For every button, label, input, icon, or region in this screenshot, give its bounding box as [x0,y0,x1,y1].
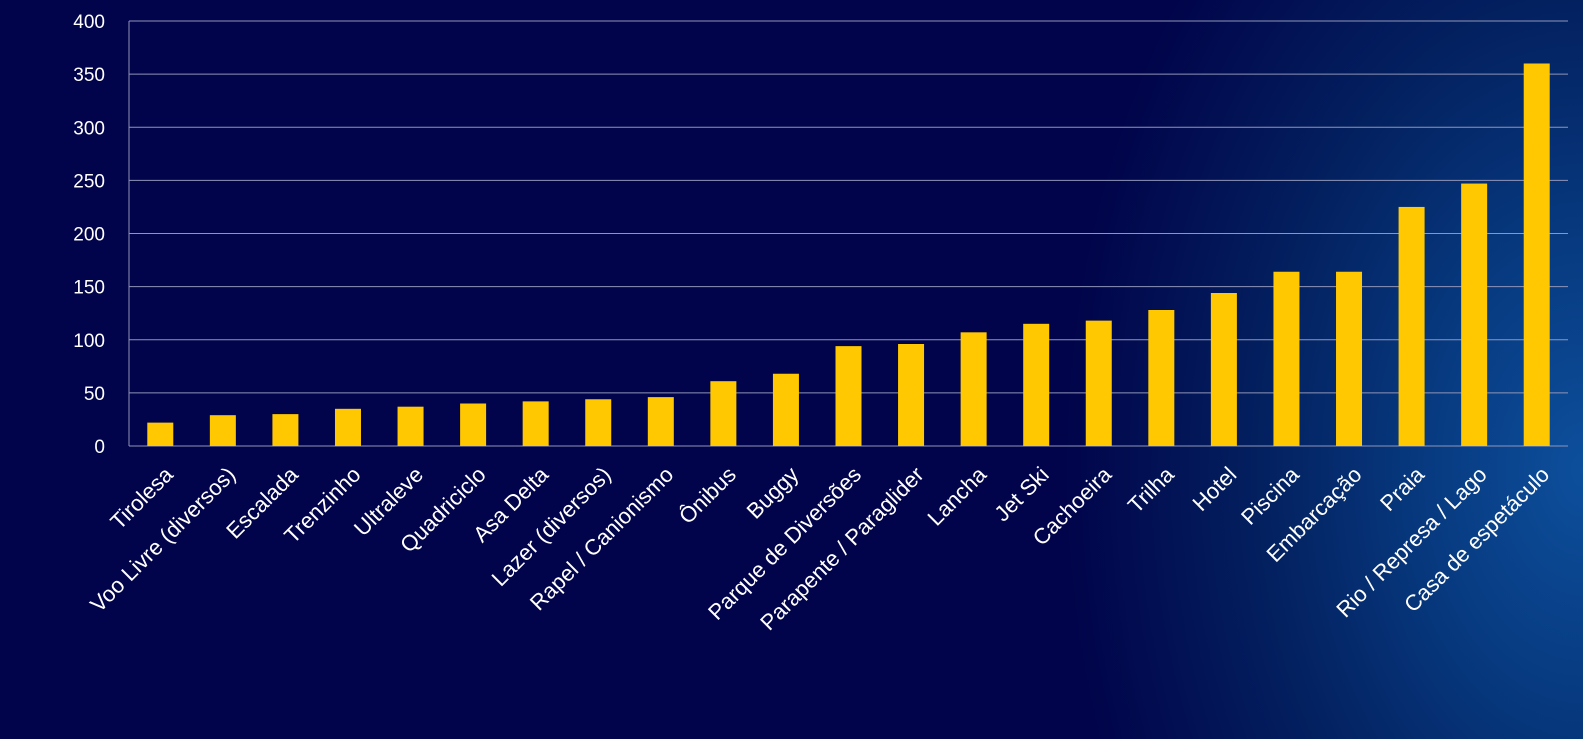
bar [1336,271,1363,446]
bar [522,401,549,446]
x-category-label: Praia [1375,461,1430,516]
y-tick-label: 150 [73,278,105,299]
x-category-label: Ônibus [674,462,741,529]
bar [772,373,799,446]
bar [334,408,361,446]
bar [1085,320,1112,446]
y-tick-label: 250 [73,171,105,192]
y-axis-ticks: 0 50 100 150 200 250 300 350 400 [73,12,105,458]
bar [710,381,737,446]
x-category-label: Trilha [1123,461,1180,518]
y-tick-label: 50 [84,384,105,405]
bars [147,63,1550,446]
bar [397,406,424,446]
bar [1523,63,1550,446]
x-category-label: Lancha [922,461,991,530]
bar [1398,206,1425,446]
x-category-label: Buggy [742,462,804,524]
gridlines [128,20,1568,447]
bar [147,422,174,446]
bar [898,344,925,446]
bar [960,332,987,446]
x-category-label: Hotel [1187,462,1241,516]
y-tick-label: 300 [73,118,105,139]
y-tick-label: 200 [73,225,105,246]
bar [460,403,487,446]
y-tick-label: 350 [73,65,105,86]
bar [1273,271,1300,446]
bar [585,399,612,446]
bar [1148,310,1175,446]
y-tick-label: 400 [73,12,105,33]
bar [209,415,236,446]
y-tick-label: 0 [94,437,105,458]
bar [1210,293,1237,446]
bar [647,397,674,446]
bar [1461,183,1488,446]
y-tick-label: 100 [73,331,105,352]
bar [835,346,862,446]
bar [272,414,299,446]
bar [1023,323,1050,446]
